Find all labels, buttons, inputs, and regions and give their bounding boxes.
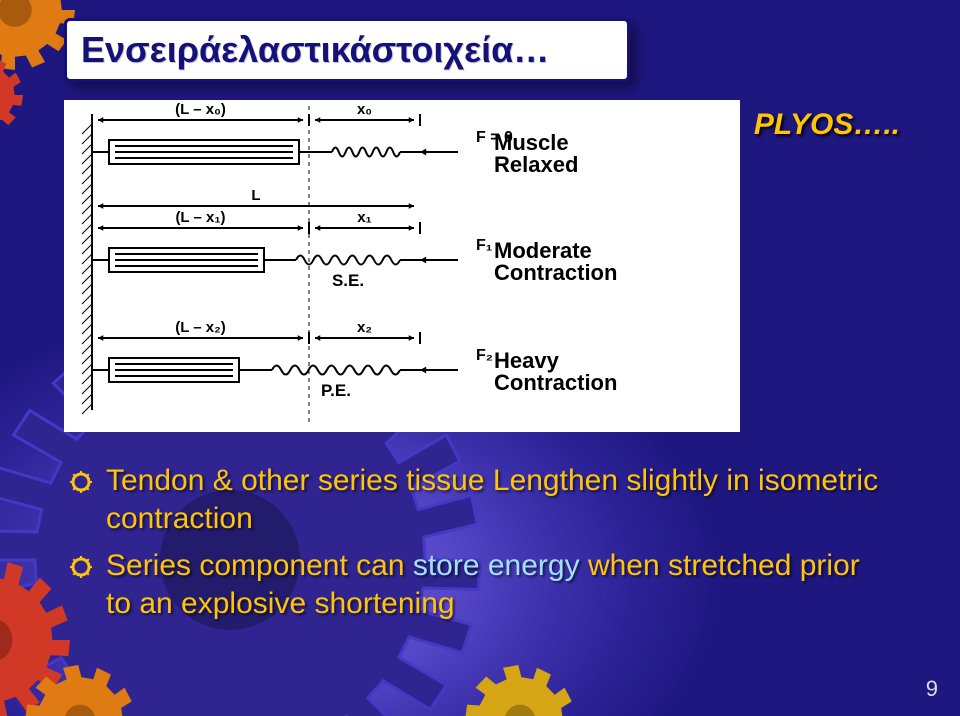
svg-text:F₁: F₁: [476, 237, 493, 254]
svg-text:(L – x₁): (L – x₁): [175, 209, 225, 226]
bullet-highlight: store energy: [413, 549, 580, 582]
gear-bullet-icon: [70, 556, 92, 578]
svg-text:Contraction: Contraction: [494, 260, 617, 285]
bullet-text: Series component can store energy when s…: [106, 547, 890, 622]
slide-title: Ενσειράελαστικάστοιχεία…: [81, 29, 613, 71]
svg-text:Relaxed: Relaxed: [494, 152, 578, 177]
svg-text:Contraction: Contraction: [494, 370, 617, 395]
title-card: Ενσειράελαστικάστοιχεία…: [64, 18, 630, 82]
spring-diagram-panel: (L – x₀)x₀F = 0MuscleRelaxed(L – x₁)x₁LS…: [64, 100, 740, 432]
gear-bullet-icon: [70, 471, 92, 493]
svg-text:(L – x₀): (L – x₀): [175, 101, 226, 118]
svg-text:P.E.: P.E.: [321, 381, 351, 400]
svg-text:S.E.: S.E.: [332, 271, 364, 290]
gear-bottom-gold: [465, 665, 575, 716]
spring-diagram: (L – x₀)x₀F = 0MuscleRelaxed(L – x₁)x₁LS…: [64, 100, 740, 432]
bullet-text: Tendon & other series tissue Lengthen sl…: [106, 462, 890, 537]
svg-text:x₀: x₀: [357, 101, 372, 118]
svg-text:(L – x₂): (L – x₂): [175, 319, 226, 336]
bullet-item: Tendon & other series tissue Lengthen sl…: [70, 462, 890, 537]
bullet-list: Tendon & other series tissue Lengthen sl…: [70, 462, 890, 632]
svg-text:L: L: [251, 187, 260, 204]
page-number: 9: [926, 676, 938, 702]
svg-text:x₁: x₁: [357, 209, 372, 226]
bullet-item: Series component can store energy when s…: [70, 547, 890, 622]
plyos-label: PLYOS…..: [754, 108, 900, 142]
svg-text:x₂: x₂: [357, 319, 372, 336]
svg-text:F₂: F₂: [476, 347, 493, 364]
